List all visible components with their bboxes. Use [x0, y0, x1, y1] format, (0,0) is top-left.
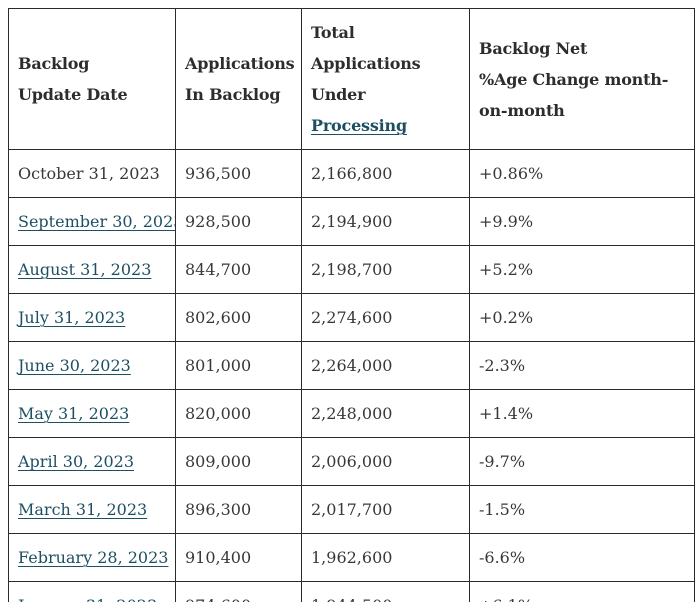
table-row-january: January 31, 2023 974,600 1,944,500 +6.1% [8, 581, 695, 602]
cell-pct-change: +6.1% [469, 581, 695, 602]
cell-pct-change: -2.3% [469, 341, 695, 390]
cell-date: August 31, 2023 [8, 245, 176, 294]
header-backlog-net-change: Backlog Net %Age Change month-on-month [469, 8, 695, 150]
cell-date: March 31, 2023 [8, 485, 176, 534]
table-row-july: July 31, 2023 802,600 2,274,600 +0.2% [8, 293, 695, 342]
header-applications-in-backlog: Applications In Backlog [175, 8, 302, 150]
cell-pct-change: -6.6% [469, 533, 695, 582]
cell-in-backlog: 802,600 [175, 293, 302, 342]
cell-in-backlog: 910,400 [175, 533, 302, 582]
cell-in-backlog: 809,000 [175, 437, 302, 486]
backlog-table: Backlog Update Date Applications In Back… [8, 8, 695, 602]
cell-date: June 30, 2023 [8, 341, 176, 390]
cell-date: February 28, 2023 [8, 533, 176, 582]
date-link[interactable]: September 30, 2023 [18, 212, 176, 231]
cell-pct-change: -1.5% [469, 485, 695, 534]
date-link[interactable]: May 31, 2023 [18, 404, 130, 423]
date-text: October 31, 2023 [18, 164, 160, 183]
cell-in-backlog: 844,700 [175, 245, 302, 294]
table-row-june: June 30, 2023 801,000 2,264,000 -2.3% [8, 341, 695, 390]
cell-date: April 30, 2023 [8, 437, 176, 486]
cell-pct-change: +9.9% [469, 197, 695, 246]
cell-total-processing: 2,006,000 [301, 437, 470, 486]
table-row-august: August 31, 2023 844,700 2,198,700 +5.2% [8, 245, 695, 294]
cell-total-processing: 1,944,500 [301, 581, 470, 602]
cell-pct-change: -9.7% [469, 437, 695, 486]
processing-link[interactable]: Processing [311, 116, 407, 135]
table-header: Backlog Update Date Applications In Back… [8, 8, 695, 150]
date-link[interactable]: February 28, 2023 [18, 548, 169, 567]
cell-in-backlog: 974,600 [175, 581, 302, 602]
cell-date: January 31, 2023 [8, 581, 176, 602]
cell-total-processing: 2,166,800 [301, 149, 470, 198]
cell-date: October 31, 2023 [8, 149, 176, 198]
table-body: October 31, 2023 936,500 2,166,800 +0.86… [8, 149, 695, 602]
table-row-march: March 31, 2023 896,300 2,017,700 -1.5% [8, 485, 695, 534]
date-link[interactable]: January 31, 2023 [18, 596, 157, 602]
cell-total-processing: 2,017,700 [301, 485, 470, 534]
cell-pct-change: +1.4% [469, 389, 695, 438]
cell-total-processing: 2,264,000 [301, 341, 470, 390]
header-row: Backlog Update Date Applications In Back… [8, 8, 695, 150]
cell-date: May 31, 2023 [8, 389, 176, 438]
cell-in-backlog: 820,000 [175, 389, 302, 438]
date-link[interactable]: April 30, 2023 [18, 452, 135, 471]
table-row-september: September 30, 2023 928,500 2,194,900 +9.… [8, 197, 695, 246]
cell-pct-change: +5.2% [469, 245, 695, 294]
header-backlog-update-date: Backlog Update Date [8, 8, 176, 150]
table-row-april: April 30, 2023 809,000 2,006,000 -9.7% [8, 437, 695, 486]
date-link[interactable]: August 31, 2023 [18, 260, 152, 279]
table-row-february: February 28, 2023 910,400 1,962,600 -6.6… [8, 533, 695, 582]
cell-date: September 30, 2023 [8, 197, 176, 246]
cell-date: July 31, 2023 [8, 293, 176, 342]
date-link[interactable]: July 31, 2023 [18, 308, 126, 327]
header-total-applications-under-processing: Total Applications Under Processing [301, 8, 470, 150]
cell-in-backlog: 928,500 [175, 197, 302, 246]
cell-total-processing: 2,274,600 [301, 293, 470, 342]
cell-total-processing: 2,194,900 [301, 197, 470, 246]
header-total-pre: Total Applications Under [311, 23, 421, 104]
cell-in-backlog: 896,300 [175, 485, 302, 534]
cell-pct-change: +0.2% [469, 293, 695, 342]
cell-total-processing: 2,248,000 [301, 389, 470, 438]
date-link[interactable]: June 30, 2023 [18, 356, 131, 375]
cell-in-backlog: 936,500 [175, 149, 302, 198]
cell-total-processing: 2,198,700 [301, 245, 470, 294]
cell-in-backlog: 801,000 [175, 341, 302, 390]
cell-total-processing: 1,962,600 [301, 533, 470, 582]
table-row-may: May 31, 2023 820,000 2,248,000 +1.4% [8, 389, 695, 438]
table-row-october: October 31, 2023 936,500 2,166,800 +0.86… [8, 149, 695, 198]
cell-pct-change: +0.86% [469, 149, 695, 198]
date-link[interactable]: March 31, 2023 [18, 500, 148, 519]
